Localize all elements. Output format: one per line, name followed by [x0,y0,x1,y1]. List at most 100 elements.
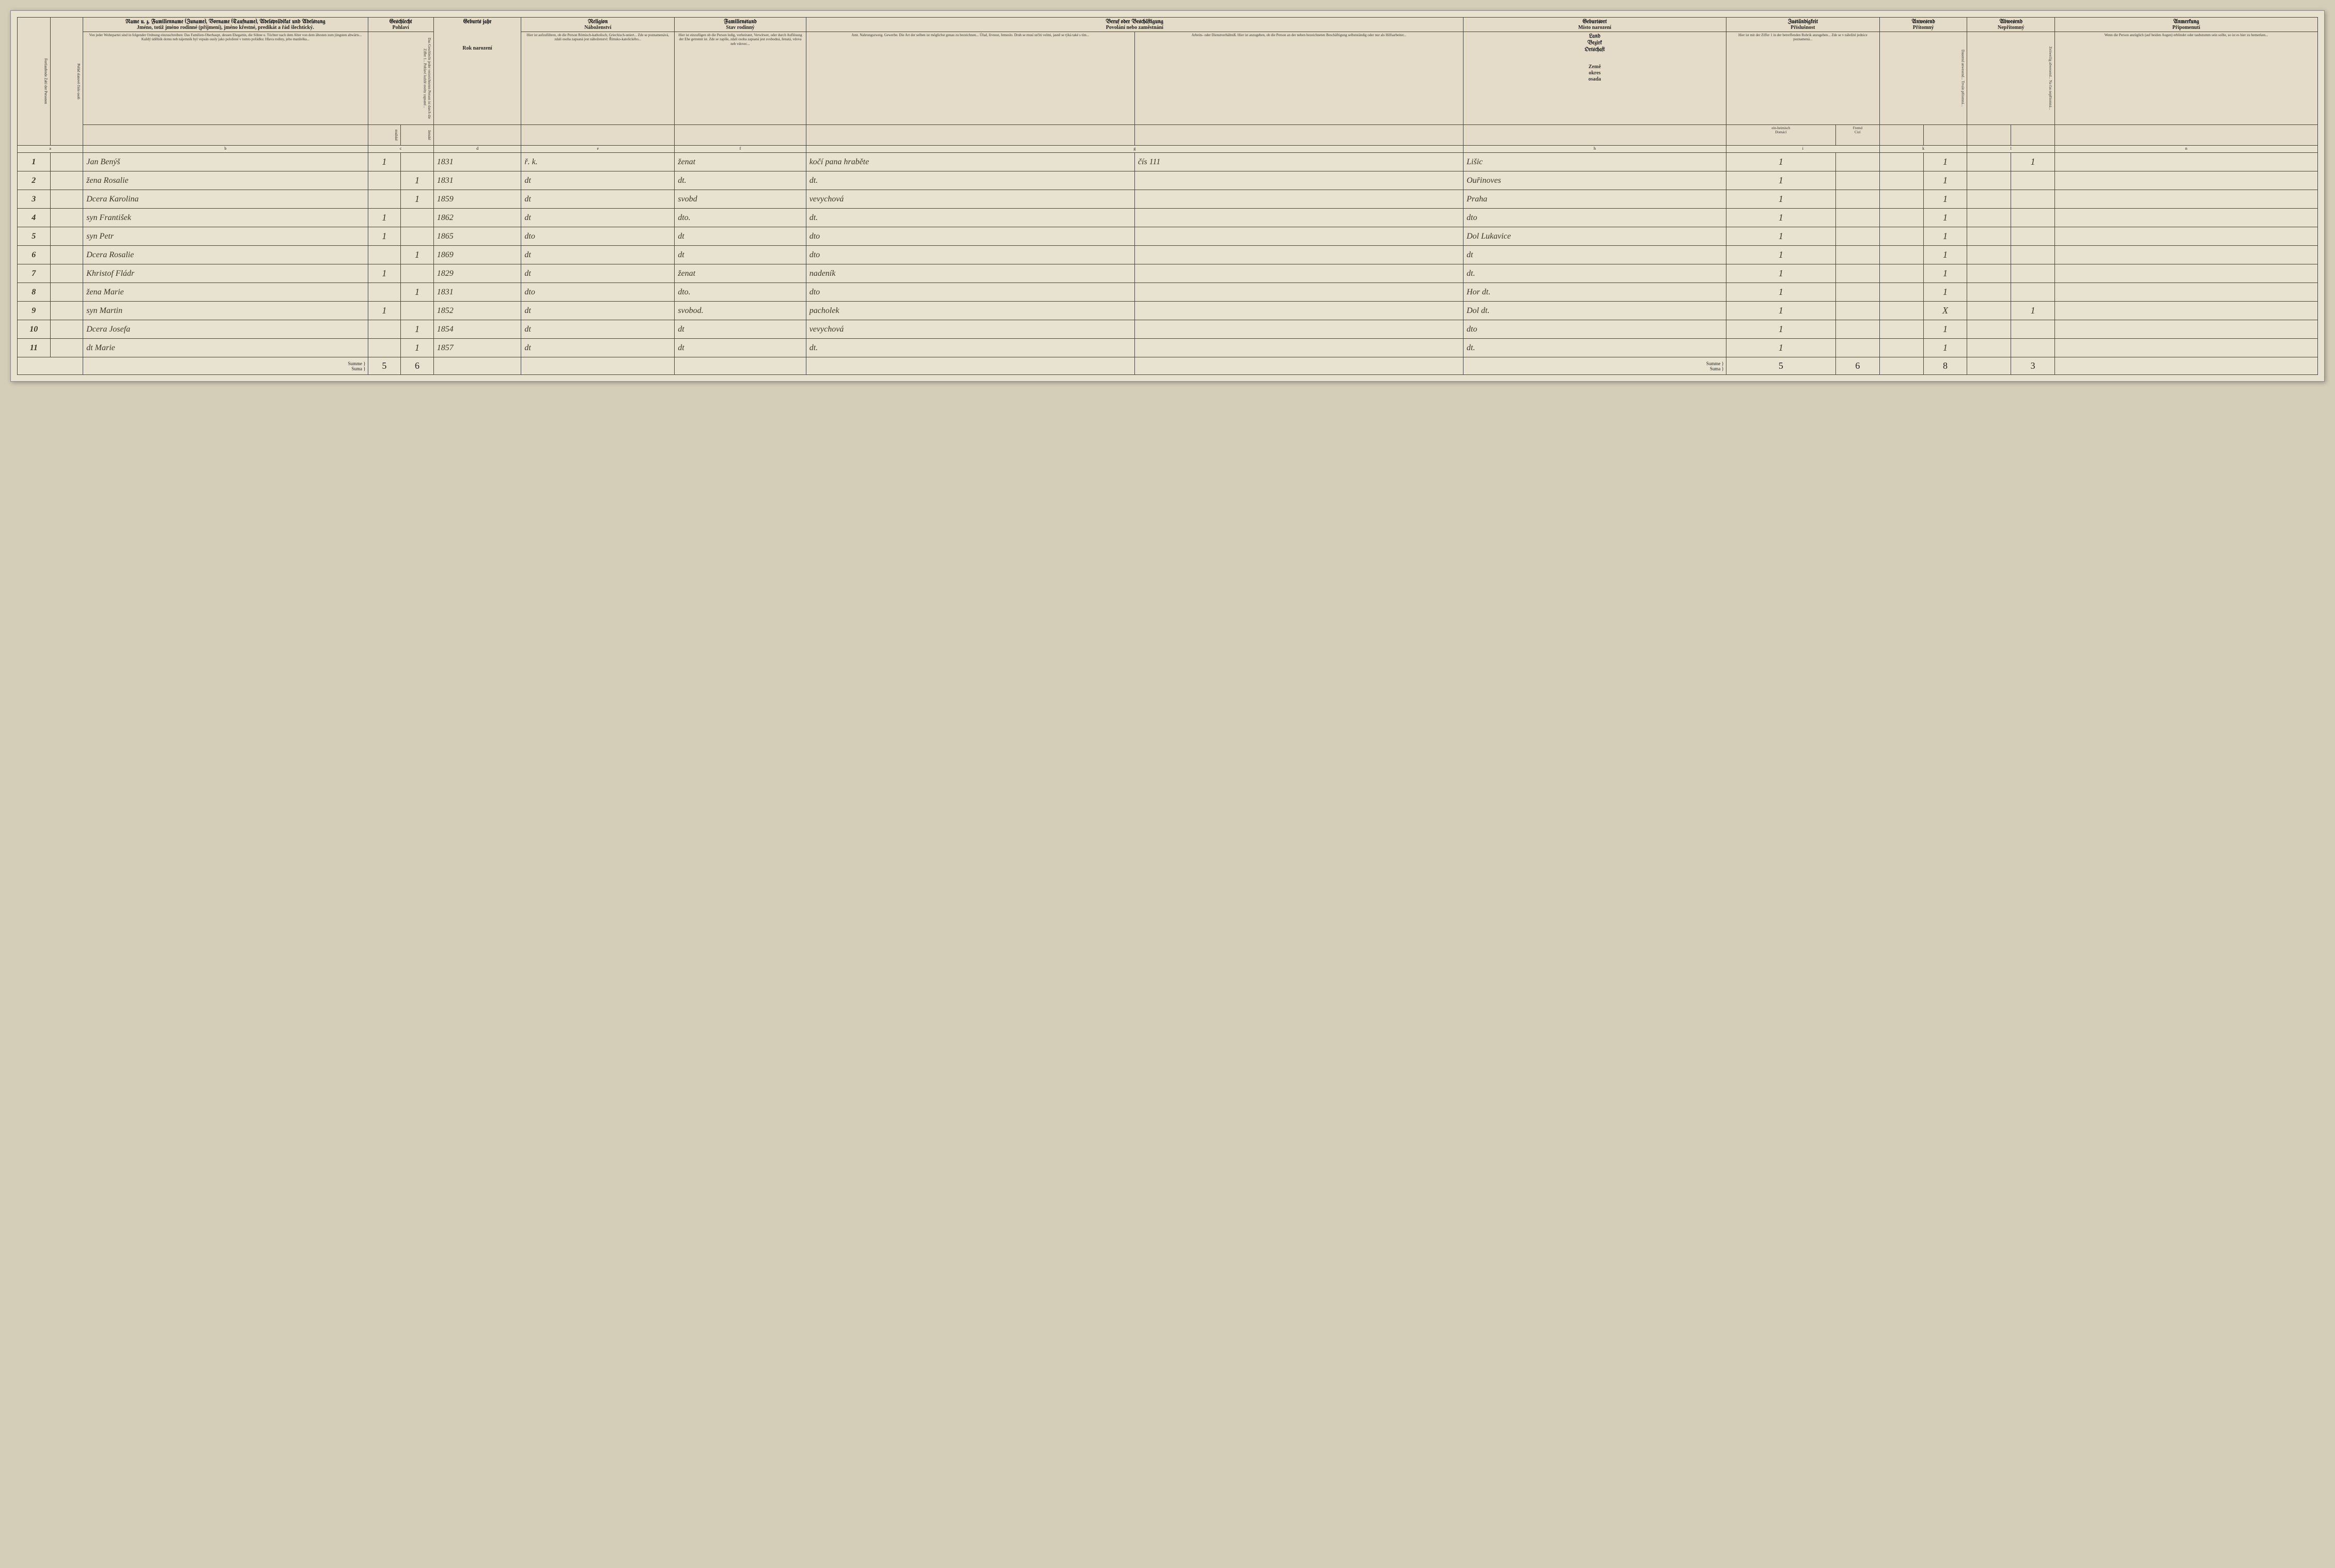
cell-female [401,209,434,227]
cell-name: Dcera Karolina [83,190,368,209]
cell-b2 [2011,283,2055,302]
hdr-anwesend: Anwesend Přítomný [1879,18,1967,32]
cell-rownum: 8 [18,283,51,302]
cell-occ2 [1134,246,1463,264]
cell-b2 [2011,190,2055,209]
blank7 [1464,125,1726,146]
sub-female: ženské [401,125,434,146]
lbl-zeme: Země [1466,64,1724,70]
blank12 [2055,125,2318,146]
sum-b1 [1967,357,2011,375]
cell-year: 1831 [433,153,521,171]
table-row: 9syn Martin11852dtsvobod.pacholekDol dt.… [18,302,2318,320]
cell-name: žena Rosalie [83,171,368,190]
cell-zd: 1 [1726,190,1835,209]
letter-n: n [2055,146,2318,153]
cell-birth: Dol Lukavice [1464,227,1726,246]
cell-zc [1835,320,1879,339]
cell-female: 1 [401,283,434,302]
hdr-sex: Geschlecht Pohlaví [368,18,433,32]
sum-blank4 [675,357,806,375]
cell-zc [1835,190,1879,209]
sum-m: 5 [368,357,401,375]
letter-b: b [83,146,368,153]
lbl-okres: okres [1466,70,1724,76]
blank9 [1923,125,1967,146]
cell-name: dt Marie [83,339,368,357]
table-row: 4syn František11862dtdto.dt.dto11 [18,209,2318,227]
cell-male: 1 [368,227,401,246]
cell-zc [1835,339,1879,357]
hdr-sex-cz: Pohlaví [370,25,431,30]
cell-a1 [1879,320,1923,339]
hdr-occupation-cz: Povolání nebo zaměstnání [808,25,1461,30]
cell-birth: dt [1464,246,1726,264]
cell-fam: dto. [675,209,806,227]
cell-zc [1835,264,1879,283]
desc-occ1: Amt. Nahrungszweig. Gewerbe. Die Art der… [806,32,1134,125]
cell-zd: 1 [1726,264,1835,283]
sub-heimisch: ein-heimischDomácí [1726,125,1835,146]
cell-b1 [1967,209,2011,227]
desc-birth: Land Bezirk Ortschaft Země okres osada [1464,32,1726,125]
blank5 [806,125,1134,146]
cell-occ: dto [806,246,1134,264]
sum-blank7 [2055,357,2318,375]
cell-male [368,283,401,302]
cell-rownum2 [50,339,83,357]
cell-name: Dcera Rosalie [83,246,368,264]
cell-a2: 1 [1923,246,1967,264]
hdr-sex-de: Geschlecht [370,19,431,25]
cell-b1 [1967,339,2011,357]
cell-a2: 1 [1923,171,1967,190]
cell-occ: kočí pana hraběte [806,153,1134,171]
cell-anm [2055,246,2318,264]
blank8 [1879,125,1923,146]
cell-occ2 [1134,320,1463,339]
census-table: Fortlaufende Zahl der Personen Pořád sla… [17,17,2318,375]
cell-a1 [1879,264,1923,283]
cell-rel: dt [521,209,675,227]
letter-d: d [433,146,521,153]
cell-rownum: 9 [18,302,51,320]
cell-fam: ženat [675,153,806,171]
cell-zc [1835,246,1879,264]
cell-occ2 [1134,302,1463,320]
hdr-occupation: Beruf oder Beschäftigung Povolání nebo z… [806,18,1463,32]
cell-year: 1859 [433,190,521,209]
cell-fam: dt [675,339,806,357]
cell-female: 1 [401,190,434,209]
cell-a1 [1879,171,1923,190]
hdr-anmerkung-cz: Připomenutí [2057,25,2315,30]
cell-occ: dt. [806,171,1134,190]
cell-rel: dto [521,227,675,246]
cell-rownum2 [50,209,83,227]
desc-sex: Das Geschlecht jeder verzeichneten Perso… [368,32,433,125]
cell-female [401,264,434,283]
cell-rel: dt [521,302,675,320]
cell-rownum2 [50,302,83,320]
cell-female: 1 [401,171,434,190]
cell-occ: vevychová [806,190,1134,209]
hdr-abwesend: Abwesend Nepřítomný [1967,18,2055,32]
cell-name: syn Petr [83,227,368,246]
desc-religion: Hier ist aufzuführen, ob die Person Römi… [521,32,675,125]
letter-e: e [521,146,675,153]
cell-zc [1835,209,1879,227]
cell-male [368,339,401,357]
letter-k: k [1879,146,1967,153]
cell-occ2: čís 111 [1134,153,1463,171]
desc-zust: Hier ist mit der Ziffer 1 in der betreff… [1726,32,1879,125]
letter-a: a [18,146,83,153]
cell-rownum: 5 [18,227,51,246]
hdr-birthplace-de: Geburtsort [1466,19,1724,25]
letter-i: i [1726,146,1879,153]
cell-female [401,227,434,246]
cell-fam: svobd [675,190,806,209]
hdr-religion-cz: Náboženství [523,25,672,30]
cell-year: 1829 [433,264,521,283]
cell-zd: 1 [1726,339,1835,357]
cell-fam: ženat [675,264,806,283]
hdr-religion-de: Religion [523,19,672,25]
blank3 [521,125,675,146]
